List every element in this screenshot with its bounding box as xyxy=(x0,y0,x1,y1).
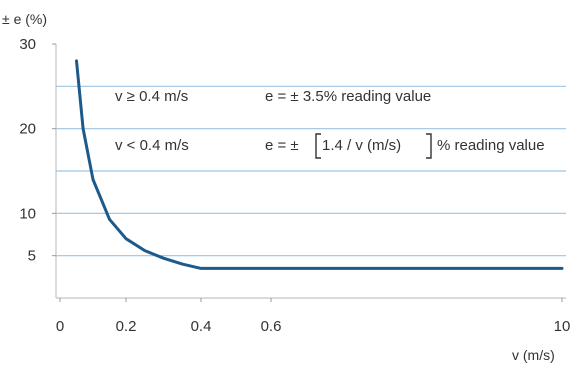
x-tick-label: 0.6 xyxy=(261,318,282,335)
x-ticks: 0 0.2 0.4 0.6 10 xyxy=(56,298,571,335)
y-axis-title: ± e (%) xyxy=(2,11,47,27)
annotation-1-condition: v ≥ 0.4 m/s xyxy=(115,88,188,105)
y-tick-label: 10 xyxy=(19,205,36,222)
annotation-2-formula-prefix: e = ± xyxy=(265,137,299,154)
bracket-left xyxy=(315,133,321,159)
y-ticks: 5 10 20 30 xyxy=(19,36,56,265)
x-tick-label: 10 xyxy=(554,318,571,335)
series-line xyxy=(75,59,564,270)
x-tick-label: 0 xyxy=(56,318,64,335)
y-tick-label: 20 xyxy=(19,121,36,138)
x-tick-label: 0.2 xyxy=(116,318,137,335)
annotation-2-condition: v < 0.4 m/s xyxy=(115,137,189,154)
gridlines xyxy=(56,85,566,257)
y-tick-label: 5 xyxy=(28,248,36,265)
x-tick-label: 0.4 xyxy=(191,318,212,335)
annotation-1-formula: e = ± 3.5% reading value xyxy=(265,88,431,105)
annotation-2-formula-inner: 1.4 / v (m/s) xyxy=(322,137,401,154)
bracket-right xyxy=(426,133,432,159)
y-tick-label: 30 xyxy=(19,36,36,53)
annotation-2-formula-suffix: % reading value xyxy=(437,137,545,154)
x-axis-title: v (m/s) xyxy=(512,347,555,363)
